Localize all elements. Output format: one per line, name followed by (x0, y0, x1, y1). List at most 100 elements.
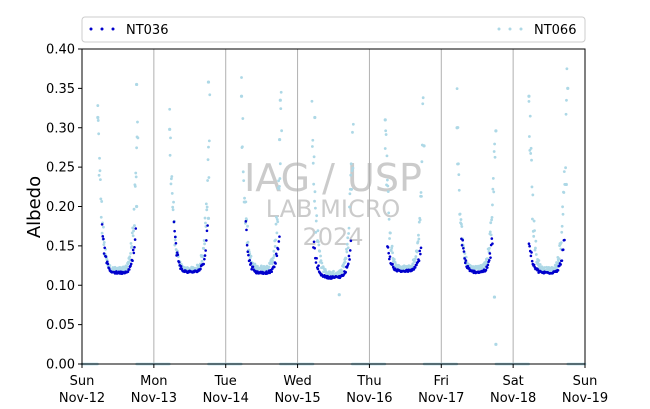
data-point (168, 127, 172, 131)
data-point (466, 264, 470, 268)
data-point (537, 259, 541, 262)
data-point (387, 217, 391, 221)
data-point (349, 173, 353, 177)
y-tick-label: 0.25 (46, 161, 75, 176)
data-point (457, 173, 461, 177)
data-point (332, 269, 335, 273)
data-point (274, 222, 278, 226)
data-point (349, 162, 353, 166)
y-tick-label: 0.15 (46, 239, 75, 254)
data-point (173, 235, 177, 239)
legend-marker-nt066 (497, 27, 523, 31)
data-point (490, 215, 494, 219)
data-point (488, 252, 492, 255)
data-point (493, 142, 497, 146)
data-point (128, 255, 132, 259)
data-point (348, 205, 351, 209)
data-point (129, 262, 133, 266)
data-point (317, 243, 321, 247)
data-point (534, 246, 537, 250)
data-point (345, 242, 349, 246)
data-point (348, 192, 352, 196)
data-point (414, 257, 417, 261)
data-point (101, 235, 105, 238)
data-point (531, 217, 534, 221)
data-point (538, 263, 542, 266)
data-point (130, 245, 134, 248)
watermark-line-2: LAB MICRO (266, 195, 401, 223)
data-point (276, 220, 280, 224)
data-point (392, 257, 396, 261)
data-point (529, 146, 533, 150)
data-point (275, 218, 279, 221)
x-tick-day-label: Sat (502, 374, 523, 389)
data-point (528, 114, 532, 118)
data-point (344, 270, 348, 274)
data-point (319, 259, 323, 263)
data-point (318, 249, 322, 253)
data-point (100, 223, 104, 226)
data-point (103, 246, 107, 250)
data-point (462, 246, 465, 250)
data-point (202, 247, 206, 250)
data-point (278, 137, 282, 142)
data-point (131, 259, 134, 263)
data-point (173, 229, 176, 233)
data-point (313, 190, 317, 194)
data-point (132, 229, 135, 233)
data-point (278, 177, 282, 180)
data-point (418, 249, 422, 253)
data-point (560, 224, 564, 228)
data-point (488, 246, 491, 250)
data-point (248, 258, 252, 262)
data-point (241, 117, 245, 120)
data-point (533, 229, 536, 233)
data-point (135, 82, 139, 87)
data-point (565, 98, 568, 102)
data-point (315, 256, 318, 260)
data-point (133, 245, 136, 249)
data-point (102, 225, 105, 229)
data-point (417, 237, 421, 241)
data-point (391, 251, 394, 255)
data-point (134, 175, 138, 179)
data-point (347, 254, 351, 258)
data-point (461, 238, 464, 242)
data-point (559, 241, 563, 245)
data-point (347, 226, 351, 230)
data-point (422, 144, 426, 148)
data-point (478, 268, 481, 272)
data-point (531, 193, 535, 197)
data-point (463, 257, 466, 260)
data-point (314, 261, 318, 264)
data-point (419, 252, 422, 256)
data-point (340, 270, 344, 273)
data-point (460, 222, 463, 226)
data-point (249, 262, 253, 265)
data-point (119, 270, 123, 273)
data-point (129, 241, 133, 245)
data-point (413, 266, 417, 269)
data-point (202, 262, 206, 266)
data-point (99, 215, 103, 219)
data-point (530, 158, 533, 162)
data-point (343, 260, 347, 264)
data-point (540, 265, 544, 269)
x-tick-date-label: Nov-18 (490, 391, 536, 406)
data-point (351, 166, 355, 170)
data-point (388, 255, 392, 258)
data-point (100, 200, 104, 203)
data-point (268, 271, 272, 275)
y-tick-label: 0.20 (46, 200, 75, 215)
data-point (242, 179, 246, 183)
data-point (319, 254, 322, 258)
y-tick-label: 0.00 (46, 358, 75, 373)
x-tick-date-label: Nov-19 (562, 391, 608, 406)
data-point (169, 136, 172, 140)
data-point (464, 259, 468, 262)
data-point (494, 129, 498, 133)
x-tick-day-label: Mon (140, 374, 167, 389)
data-point (385, 178, 389, 182)
data-point (455, 87, 459, 91)
data-point (460, 243, 464, 247)
